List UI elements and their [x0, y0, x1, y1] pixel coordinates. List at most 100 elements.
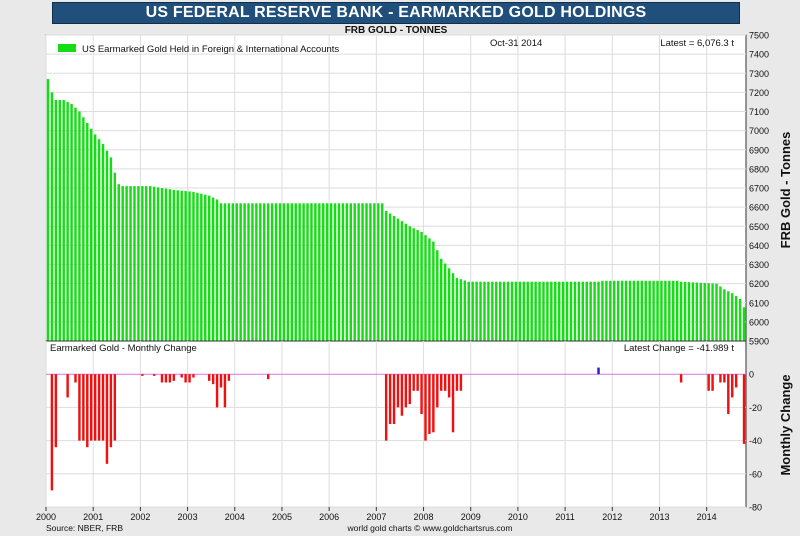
- gold-bar: [597, 281, 600, 341]
- gold-bar: [129, 186, 132, 341]
- gold-bar: [145, 186, 148, 341]
- gold-bar: [148, 186, 152, 341]
- gold-bar: [286, 203, 290, 341]
- gold-bar: [546, 281, 549, 341]
- top-y-tick: 6300: [749, 260, 769, 270]
- bottom-gridlines: [45, 341, 746, 508]
- top-y-axis-label: FRB Gold - Tonnes: [778, 132, 793, 249]
- gold-bar: [616, 280, 620, 341]
- x-tick: 2009: [461, 512, 481, 522]
- gold-bar: [247, 203, 250, 341]
- gold-bar: [58, 100, 61, 341]
- gold-bar: [266, 203, 270, 341]
- change-bar: [392, 374, 396, 424]
- gold-bar: [231, 203, 235, 341]
- gold-bar: [510, 281, 514, 341]
- legend-swatch: [58, 44, 76, 52]
- top-y-tick: 6600: [749, 203, 769, 213]
- change-bar: [215, 374, 219, 408]
- gold-bar: [196, 192, 199, 341]
- gold-bar: [255, 203, 258, 341]
- gold-bar: [50, 92, 54, 342]
- gold-bar: [152, 186, 156, 341]
- top-bars: [46, 78, 746, 342]
- gold-bar: [412, 228, 415, 341]
- latest-change: Latest Change = -41.989 t: [624, 343, 734, 354]
- change-bar: [436, 374, 439, 408]
- gold-bar: [644, 280, 647, 341]
- gold-bar: [703, 282, 706, 341]
- gold-bar: [137, 186, 140, 341]
- change-bar: [184, 374, 187, 383]
- top-y-tick: 7500: [749, 31, 769, 41]
- gold-bar: [365, 203, 368, 341]
- gold-bar: [593, 281, 596, 341]
- gold-bar: [605, 280, 608, 341]
- gold-bar: [388, 213, 392, 341]
- gold-bar: [475, 281, 478, 341]
- gold-bar: [207, 195, 211, 341]
- gold-bar: [589, 281, 592, 341]
- bottom-y-tick-labels: -80 -60 -40 -20 0: [749, 370, 762, 513]
- change-bar: [679, 374, 683, 383]
- change-bar: [443, 374, 447, 391]
- change-bar: [227, 374, 231, 381]
- gold-bar: [719, 286, 722, 341]
- gold-bar: [542, 281, 545, 341]
- gold-bar: [337, 203, 341, 341]
- gold-bar: [180, 190, 183, 341]
- gold-bar: [436, 250, 439, 341]
- gold-bar: [628, 280, 632, 341]
- top-y-tick: 7200: [749, 88, 769, 98]
- gold-bar: [455, 277, 459, 341]
- change-bar: [207, 374, 211, 381]
- gold-bar: [731, 293, 734, 341]
- gold-bar: [420, 231, 423, 341]
- gold-bar: [349, 203, 352, 341]
- change-bar: [420, 374, 423, 415]
- gold-bar: [113, 172, 117, 341]
- change-bar: [160, 374, 164, 383]
- gold-bar: [377, 203, 380, 341]
- change-bar: [141, 374, 144, 376]
- bottom-y-tick: 0: [749, 370, 754, 380]
- gold-bar: [314, 203, 317, 341]
- gold-bar: [573, 281, 577, 341]
- bottom-bars: [50, 367, 746, 491]
- change-bar: [109, 374, 113, 448]
- credit-note: world gold charts © www.goldchartsrus.co…: [347, 523, 513, 533]
- change-bar: [180, 374, 183, 378]
- change-bar: [86, 374, 89, 448]
- gold-bar: [318, 203, 321, 341]
- gold-bar: [675, 280, 679, 341]
- top-y-tick: 6700: [749, 184, 769, 194]
- gold-bar: [160, 188, 164, 341]
- gold-bar: [734, 296, 738, 341]
- gold-bar: [54, 100, 58, 341]
- x-tick: 2011: [555, 512, 574, 522]
- gold-bar: [270, 203, 274, 341]
- gold-bar: [707, 283, 710, 341]
- gold-bar: [447, 268, 451, 341]
- gold-bar: [239, 203, 242, 341]
- gold-bar: [133, 186, 136, 341]
- gold-bar: [554, 281, 557, 341]
- gold-bar: [156, 187, 160, 341]
- gold-bar: [392, 216, 396, 341]
- change-bar: [105, 374, 109, 464]
- change-bar: [731, 374, 734, 398]
- gold-bar: [125, 186, 128, 341]
- gold-bar: [514, 281, 518, 341]
- gold-bar: [471, 281, 474, 341]
- x-tick: 2014: [697, 512, 717, 522]
- top-y-tick-labels: 5900 6000 6100 6200 6300 6400 6500 6600 6700 6800…: [749, 31, 769, 347]
- change-bar: [97, 374, 101, 441]
- gold-bar: [164, 188, 168, 341]
- gold-bar: [672, 280, 675, 341]
- gold-bar: [550, 281, 553, 341]
- gold-bar: [227, 203, 231, 341]
- legend-label: US Earmarked Gold Held in Foreign & Inte…: [82, 44, 339, 55]
- change-bar: [223, 374, 227, 408]
- gold-bar: [498, 281, 502, 341]
- source-note: Source: NBER, FRB: [46, 523, 123, 533]
